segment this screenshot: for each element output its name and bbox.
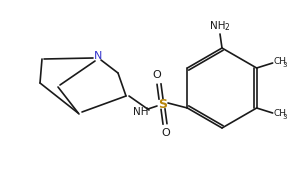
- Text: CH: CH: [274, 57, 287, 67]
- Text: O: O: [162, 128, 170, 138]
- Text: 3: 3: [283, 114, 287, 120]
- Text: CH: CH: [274, 109, 287, 119]
- Text: N: N: [94, 51, 102, 61]
- Text: NH: NH: [210, 21, 226, 31]
- Text: O: O: [153, 70, 161, 80]
- Text: S: S: [158, 97, 168, 110]
- Text: NH: NH: [133, 107, 149, 117]
- Text: 3: 3: [283, 62, 287, 68]
- Text: 2: 2: [225, 23, 230, 32]
